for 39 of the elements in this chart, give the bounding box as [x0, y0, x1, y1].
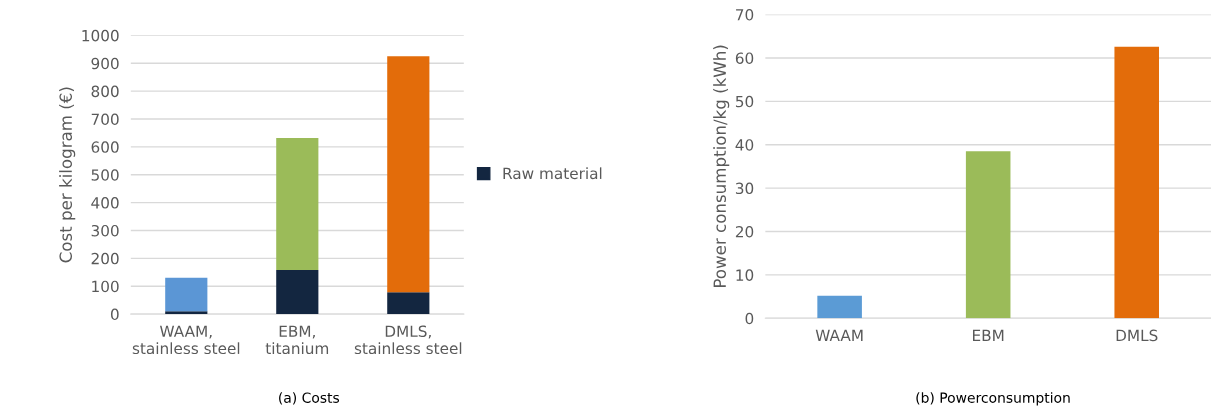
y-tick-label: 70 — [736, 9, 754, 21]
y-tick-label: 0 — [110, 308, 119, 321]
bar — [165, 311, 208, 315]
y-tick-label: 200 — [91, 252, 119, 265]
text: (a) Costs — [279, 392, 340, 405]
y-tick-label: 900 — [91, 57, 119, 70]
bar — [276, 270, 319, 315]
bar — [1114, 46, 1160, 319]
bar — [965, 151, 1011, 319]
y-tick-label: 100 — [92, 280, 119, 293]
y-tick-label: 10 — [736, 269, 754, 281]
y-tick-label: 40 — [735, 139, 754, 151]
y-tick-label: 60 — [735, 52, 754, 64]
legend-label: Raw material — [503, 167, 602, 180]
y-tick-label: 700 — [91, 113, 119, 125]
y-axis-title: Cost per kilogram (€) — [59, 87, 76, 263]
x-tick-label: DMLS, stainless steel — [354, 325, 462, 355]
bar — [165, 277, 208, 312]
y-tick-label: 500 — [91, 169, 119, 181]
bar — [387, 56, 430, 293]
y-tick-label: 50 — [735, 95, 754, 108]
x-tick-label: DMLS — [1116, 329, 1158, 342]
x-tick-label: EBM, titanium — [265, 325, 329, 355]
y-tick-label: 1000 — [82, 29, 119, 42]
y-tick-label: 400 — [91, 197, 119, 209]
text: (b) Powerconsumption — [916, 392, 1070, 406]
y-tick-label: 800 — [91, 85, 119, 98]
x-tick-label: EBM — [973, 329, 1004, 341]
bar — [276, 137, 319, 271]
x-tick-label: WAAM, stainless steel — [132, 325, 240, 355]
y-axis-title: Power consumption/kg (kWh) — [713, 45, 730, 287]
y-tick-label: 600 — [91, 141, 119, 153]
y-tick-label: 20 — [735, 225, 754, 238]
bar — [387, 292, 430, 315]
y-tick-label: 300 — [91, 224, 119, 237]
x-tick-label: WAAM — [815, 329, 863, 341]
y-tick-label: 0 — [745, 312, 754, 325]
y-tick-label: 30 — [735, 182, 754, 195]
bar — [817, 295, 862, 319]
